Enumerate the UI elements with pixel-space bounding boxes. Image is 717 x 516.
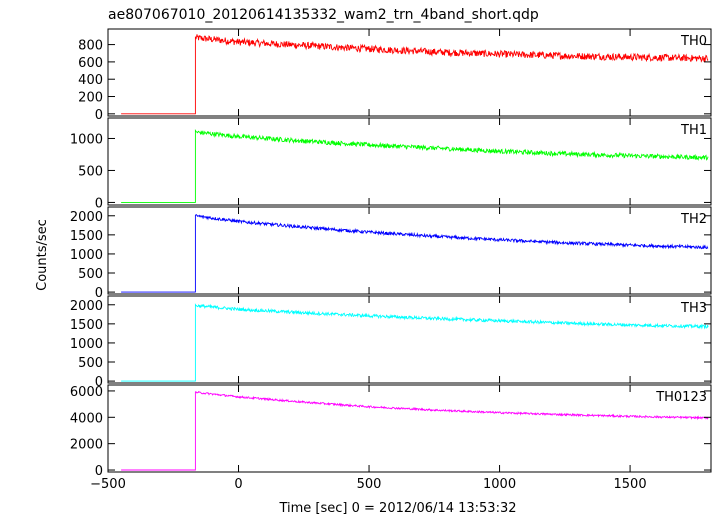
- y-tick-label-th0-0: 0: [95, 108, 103, 123]
- y-tick-label-th2-0: 0: [95, 286, 103, 301]
- y-tick-label-th1-500: 500: [78, 164, 103, 179]
- y-tick-label-th2-2000: 2000: [70, 210, 103, 225]
- y-tick-label-th3-1500: 1500: [70, 318, 103, 333]
- panel-th3: 0 500 1000 1500 2000 TH3: [70, 295, 712, 390]
- y-tick-label-th0-800: 800: [78, 39, 103, 54]
- panel-th0: 0 200 400 600 800 TH0: [78, 28, 712, 123]
- panel-frame-th0: [107, 28, 712, 117]
- y-axis-label: Counts/sec: [35, 219, 50, 291]
- y-tick-label-th0-600: 600: [78, 56, 103, 71]
- band-label-th3: TH3: [680, 301, 707, 316]
- band-label-th2: TH2: [680, 212, 707, 227]
- y-tick-label-th0-200: 200: [78, 91, 103, 106]
- x-axis-label: Time [sec] 0 = 2012/06/14 13:53:32: [278, 501, 516, 516]
- x-tick-label-2: 500: [357, 477, 382, 492]
- panel-th0123: 0 2000 4000 6000 TH0123: [70, 384, 712, 479]
- y-tick-label-th0-400: 400: [78, 73, 103, 88]
- panel-frame-th1: [107, 117, 712, 206]
- y-tick-label-th0123-4000: 4000: [70, 411, 103, 426]
- panel-frame-th0123: [107, 384, 712, 473]
- y-tick-label-th2-1500: 1500: [70, 229, 103, 244]
- panels: 0 200 400 600 800 TH0 0 500 1000 TH1 0 500 1000 1500 2…: [70, 28, 712, 492]
- series-line-th2: [121, 214, 709, 293]
- panel-frame-th2: [107, 206, 712, 295]
- x-tick-label-4: 1500: [614, 477, 647, 492]
- y-tick-label-th2-500: 500: [78, 267, 103, 282]
- y-tick-label-th0123-2000: 2000: [70, 438, 103, 453]
- y-tick-label-th1-1000: 1000: [70, 132, 103, 147]
- series-line-th1: [121, 129, 709, 203]
- band-label-th1: TH1: [680, 123, 707, 138]
- panel-frame-th3: [107, 295, 712, 384]
- x-tick-label-0: −500: [90, 477, 126, 492]
- y-tick-label-th3-1000: 1000: [70, 337, 103, 352]
- x-tick-label-1: 0: [234, 477, 242, 492]
- y-tick-label-th0123-6000: 6000: [70, 385, 103, 400]
- band-label-th0: TH0: [680, 34, 707, 49]
- y-tick-label-th3-2000: 2000: [70, 299, 103, 314]
- series-line-th3: [121, 303, 709, 382]
- band-label-th0123: TH0123: [655, 390, 707, 405]
- y-tick-label-th3-0: 0: [95, 375, 103, 390]
- x-tick-label-3: 1000: [483, 477, 516, 492]
- y-tick-label-th0123-0: 0: [95, 464, 103, 479]
- panel-th1: 0 500 1000 TH1: [70, 117, 712, 211]
- series-line-th0123: [121, 390, 709, 471]
- chart-title: ae807067010_20120614135332_wam2_trn_4ban…: [108, 7, 539, 23]
- series-line-th0: [121, 34, 709, 115]
- y-tick-label-th2-1000: 1000: [70, 248, 103, 263]
- y-tick-label-th1-0: 0: [95, 196, 103, 211]
- y-tick-label-th3-500: 500: [78, 356, 103, 371]
- panel-th2: 0 500 1000 1500 2000 TH2: [70, 206, 712, 301]
